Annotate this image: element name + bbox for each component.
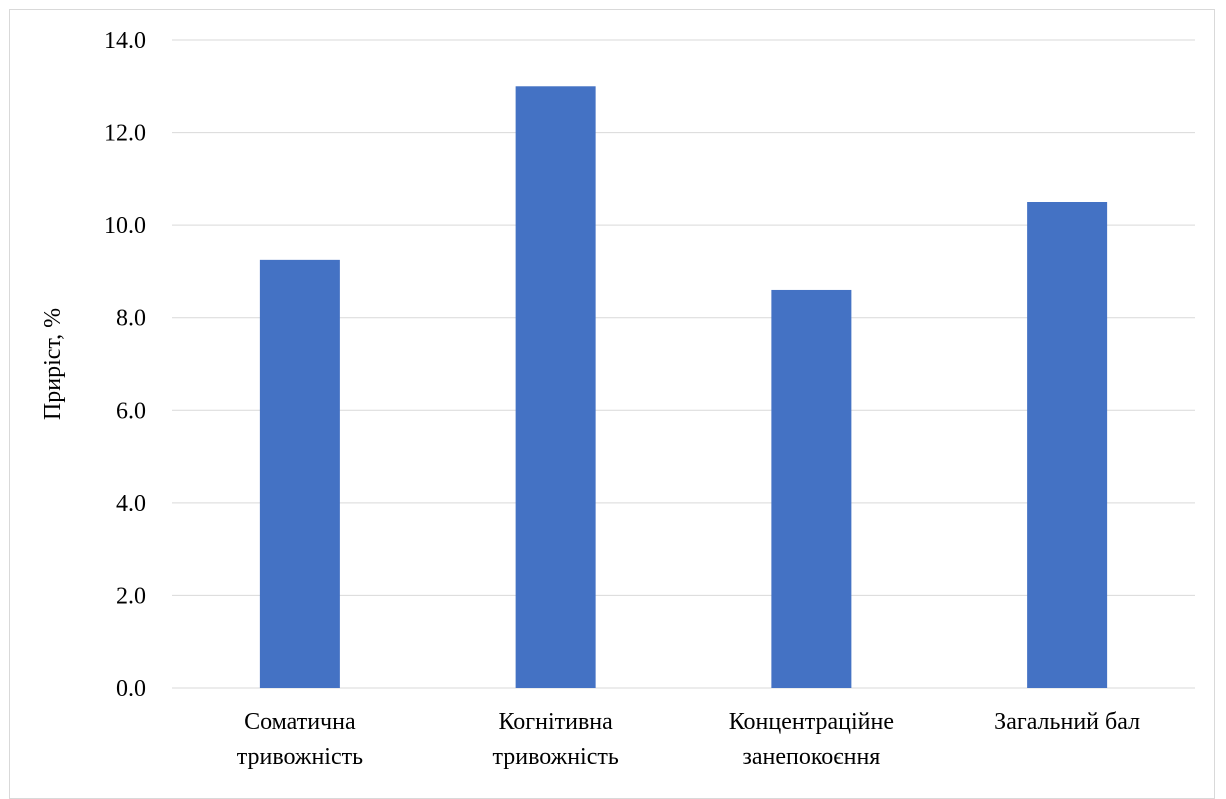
- y-tick-label: 8.0: [116, 306, 146, 332]
- y-tick-label: 6.0: [116, 398, 146, 424]
- x-tick-label-line: Когнітивна: [498, 709, 613, 735]
- y-tick-labels: 0.0 2.0 4.0 6.0 8.0 10.0 12.0 14.0: [104, 28, 146, 702]
- y-tick-label: 14.0: [104, 28, 146, 54]
- x-tick-label: Соматична тривожність: [237, 709, 363, 770]
- bars: [259, 86, 1108, 689]
- x-tick-label-line: Загальний бал: [994, 709, 1140, 735]
- y-tick-label: 0.0: [116, 676, 146, 702]
- x-tick-label-line: Соматична: [244, 709, 356, 735]
- x-tick-label-line: занепокоєння: [742, 744, 880, 770]
- y-axis-title: Приріст, %: [40, 308, 66, 420]
- x-tick-label-line: тривожність: [237, 744, 363, 770]
- bar: [259, 259, 340, 688]
- x-tick-labels: Соматична тривожність Когнітивна тривожніст…: [237, 709, 1140, 770]
- y-tick-label: 4.0: [116, 491, 146, 517]
- x-tick-label: Концентраційне занепокоєння: [729, 709, 894, 770]
- x-tick-label: Загальний бал: [994, 709, 1140, 735]
- x-tick-label-line: тривожність: [492, 744, 618, 770]
- y-tick-label: 12.0: [104, 121, 146, 147]
- gridlines: [172, 39, 1195, 689]
- y-tick-label: 10.0: [104, 213, 146, 239]
- bar: [515, 86, 596, 689]
- bar: [771, 289, 852, 688]
- x-tick-label: Когнітивна тривожність: [492, 709, 618, 770]
- chart-frame: [9, 9, 1215, 799]
- bar: [1027, 202, 1108, 688]
- x-tick-label-line: Концентраційне: [729, 709, 894, 735]
- y-tick-label: 2.0: [116, 583, 146, 609]
